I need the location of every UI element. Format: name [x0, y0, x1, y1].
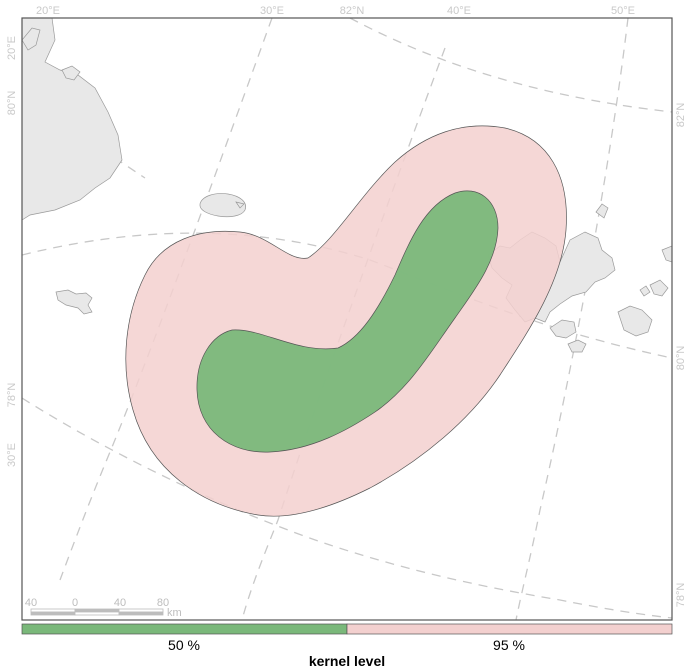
parallel-line: [349, 18, 672, 113]
right-label-82n: 82°N: [675, 103, 687, 128]
parallel-line: [22, 397, 672, 619]
scale-segment: [74, 608, 120, 613]
scale-segment: [30, 608, 76, 613]
map-panel: [22, 18, 672, 620]
left-label-80n: 80°N: [6, 91, 18, 116]
scale-bar: 40 0 40 80 km: [25, 597, 182, 619]
scale-tick-label: 40: [25, 597, 37, 609]
franz-josef-island: [649, 279, 669, 297]
franz-josef-island: [567, 339, 587, 353]
scale-tick-label: 80: [157, 597, 169, 609]
map-frame: [21, 17, 673, 621]
left-label-78n: 78°N: [6, 383, 18, 408]
top-label-40e: 40°E: [447, 5, 471, 17]
legend-swatch-50: [21, 623, 348, 635]
scale-tick-label: 40: [114, 597, 126, 609]
meridian-line: [515, 18, 629, 620]
franz-josef-island: [661, 245, 672, 263]
svalbard-land: [22, 18, 123, 221]
scale-segment: [118, 611, 164, 616]
right-label-78n: 78°N: [675, 583, 687, 608]
kvitoya-island: [55, 289, 93, 315]
legend-swatch-95: [346, 623, 673, 635]
franz-josef-island: [639, 285, 651, 297]
kernel-density: [125, 125, 567, 517]
island-small: [235, 201, 245, 209]
scale-segment: [30, 611, 76, 616]
franz-josef-island: [617, 305, 653, 337]
scale-unit-label: km: [167, 607, 182, 619]
right-label-80n: 80°N: [675, 346, 687, 371]
top-label-30e: 30°E: [260, 5, 284, 17]
svalbard-island: [22, 27, 41, 51]
franz-josef-island: [549, 319, 577, 339]
top-label-50e: 50°E: [611, 5, 635, 17]
legend-label-50: 50 %: [168, 637, 200, 653]
scale-segment: [118, 608, 164, 613]
kernel-50-polygon: [196, 190, 499, 453]
meridian-line: [59, 18, 273, 581]
scale-tick-label: 0: [72, 597, 78, 609]
top-label-20e: 20°E: [36, 5, 60, 17]
legend: 50 % 95 % kernel level: [21, 623, 673, 669]
scale-segment: [74, 611, 120, 616]
legend-label-95: 95 %: [493, 637, 525, 653]
left-label-20e: 20°E: [6, 36, 18, 60]
left-label-30e: 30°E: [6, 443, 18, 467]
franz-josef-island: [595, 203, 609, 219]
legend-title: kernel level: [309, 653, 385, 669]
svalbard-island: [61, 65, 81, 81]
kong-karls-land-island: [199, 193, 246, 218]
top-label-82n: 82°N: [340, 5, 365, 17]
